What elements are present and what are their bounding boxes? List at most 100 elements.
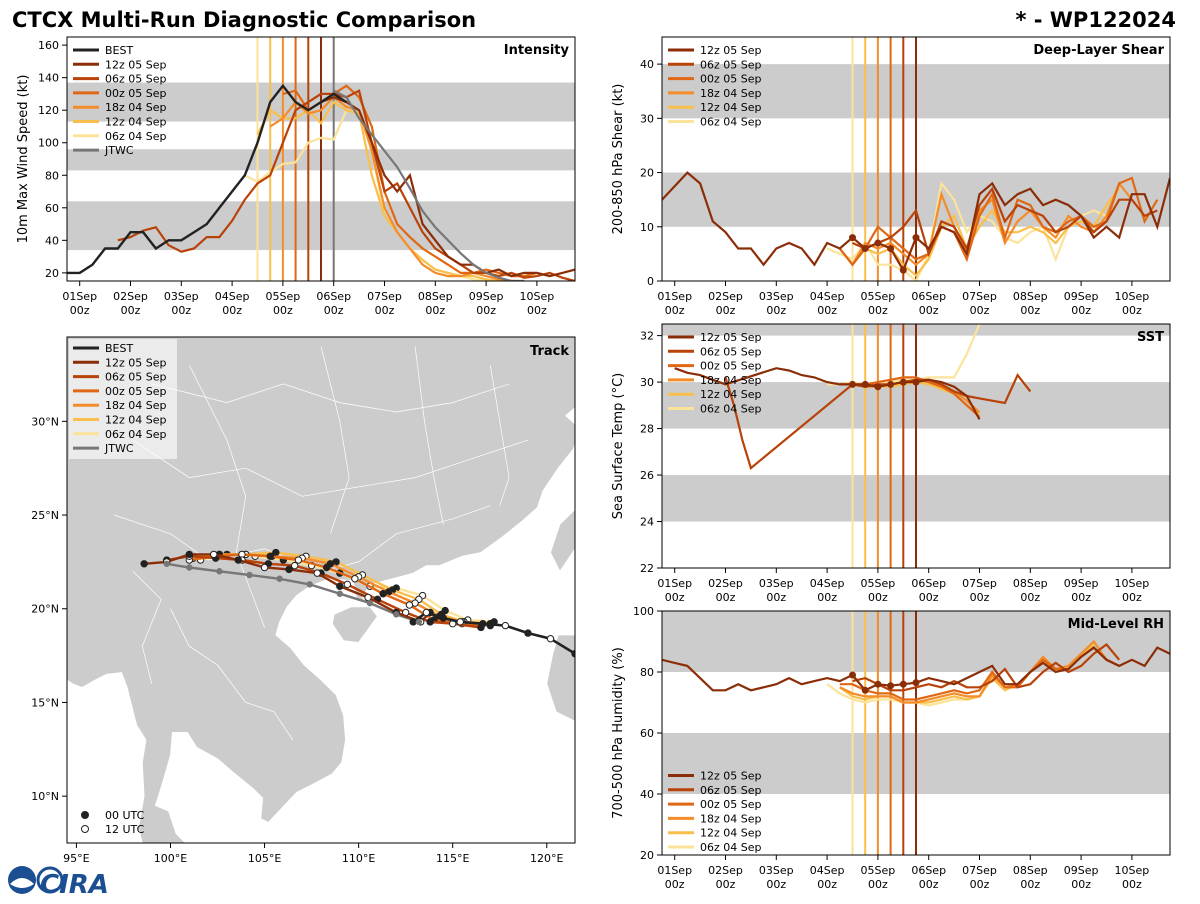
boundary-line bbox=[170, 608, 294, 741]
panel-title: Intensity bbox=[504, 43, 570, 58]
x-tick-sublabel: 00z bbox=[1020, 591, 1040, 604]
x-tick-label: 07Sep bbox=[367, 290, 402, 303]
x-tick-sublabel: 00z bbox=[1020, 304, 1040, 317]
marker-legend-symbol bbox=[81, 811, 89, 819]
track-panel: 95°E 100°E 105°E 110°E 115°E 120°E 10°N 15°N 20°… bbox=[31, 336, 576, 865]
init-dot bbox=[849, 380, 856, 388]
legend-label: 06z 04 Sep bbox=[105, 428, 167, 441]
x-tick-sublabel: 00z bbox=[273, 304, 293, 317]
x-tick-sublabel: 00z bbox=[476, 304, 496, 317]
legend-label: 12z 05 Sep bbox=[105, 356, 167, 369]
y-tick-label: 60 bbox=[45, 202, 59, 215]
y-tick-label: 22 bbox=[640, 562, 654, 575]
legend-label: 18z 04 Sep bbox=[105, 399, 167, 412]
boundary-line bbox=[489, 365, 510, 506]
x-tick-sublabel: 00z bbox=[868, 591, 888, 604]
x-tick-label: 09Sep bbox=[1064, 864, 1099, 877]
legend-label: 00z 05 Sep bbox=[105, 385, 167, 398]
legend-label: 00z 05 Sep bbox=[700, 360, 762, 373]
x-tick-sublabel: 00z bbox=[970, 878, 990, 891]
best-track-marker bbox=[422, 608, 431, 617]
x-tick-label: 05Sep bbox=[861, 290, 896, 303]
y-tick-label: 100 bbox=[633, 605, 654, 618]
jtwc-marker bbox=[336, 590, 344, 597]
jtwc-marker bbox=[415, 618, 423, 626]
x-tick-label: 01Sep bbox=[62, 290, 97, 303]
boundary-line bbox=[132, 439, 529, 497]
track-marker bbox=[294, 556, 303, 564]
x-tick-sublabel: 00z bbox=[919, 304, 939, 317]
x-tick-sublabel: 00z bbox=[1122, 304, 1142, 317]
x-tick-sublabel: 00z bbox=[919, 591, 939, 604]
x-tick-sublabel: 00z bbox=[716, 591, 736, 604]
x-tick-label: 08Sep bbox=[1013, 290, 1048, 303]
legend-label: 00z 05 Sep bbox=[700, 798, 762, 811]
y-tick-label: 32 bbox=[640, 330, 654, 343]
x-tick-sublabel: 00z bbox=[665, 591, 685, 604]
forecast-track bbox=[189, 553, 491, 627]
taiwan-island bbox=[550, 508, 575, 573]
x-tick-label: 09Sep bbox=[1064, 577, 1099, 590]
x-tick-sublabel: 00z bbox=[1122, 878, 1142, 891]
cira-logo: CIRA bbox=[8, 866, 109, 900]
x-tick-sublabel: 00z bbox=[665, 304, 685, 317]
x-tick-label: 05Sep bbox=[266, 290, 301, 303]
x-tick-label: 02Sep bbox=[113, 290, 148, 303]
legend-label: 18z 04 Sep bbox=[700, 374, 762, 387]
panel-title: Deep-Layer Shear bbox=[1033, 43, 1164, 58]
x-tick-label: 02Sep bbox=[708, 290, 743, 303]
x-tick-label: 120°E bbox=[530, 852, 563, 865]
y-tick-label: 40 bbox=[640, 58, 654, 71]
y-tick-label: 10 bbox=[640, 221, 654, 234]
axes-frame bbox=[661, 36, 1171, 282]
init-dot bbox=[861, 380, 869, 388]
boundary-line bbox=[320, 346, 350, 534]
x-tick-label: 06Sep bbox=[911, 864, 946, 877]
x-tick-label: 01Sep bbox=[657, 577, 692, 590]
x-tick-label: 09Sep bbox=[1064, 290, 1099, 303]
legend-label: 12z 04 Sep bbox=[105, 414, 167, 427]
legend-label: 18z 04 Sep bbox=[105, 101, 167, 114]
y-tick-label: 160 bbox=[38, 39, 59, 52]
track-marker bbox=[426, 618, 434, 626]
y-tick-label: 40 bbox=[45, 234, 59, 247]
legend-label: 06z 05 Sep bbox=[700, 58, 762, 71]
figure-title: CTCX Multi-Run Diagnostic Comparison bbox=[12, 8, 476, 32]
legend-label: 12z 05 Sep bbox=[700, 44, 762, 57]
plot-area bbox=[662, 611, 1170, 855]
x-tick-label: 115°E bbox=[436, 852, 469, 865]
x-tick-label: 04Sep bbox=[810, 864, 845, 877]
noaa-bird-icon bbox=[10, 878, 34, 888]
axes-frame bbox=[66, 36, 576, 282]
y-tick-label: 60 bbox=[640, 727, 654, 740]
land-mass bbox=[67, 337, 575, 843]
x-tick-label: 04Sep bbox=[810, 577, 845, 590]
track-marker bbox=[364, 593, 372, 602]
legend-label: BEST bbox=[105, 342, 133, 355]
best-track-marker bbox=[501, 621, 510, 630]
x-tick-label: 07Sep bbox=[962, 290, 997, 303]
x-tick-sublabel: 00z bbox=[1071, 304, 1091, 317]
legend-label: 06z 05 Sep bbox=[105, 371, 167, 384]
jtwc-track bbox=[166, 562, 420, 624]
track-marker bbox=[140, 560, 148, 568]
track-marker bbox=[185, 550, 193, 559]
legend-label: 06z 05 Sep bbox=[105, 73, 167, 86]
rh-panel: 2040608010001Sep00z02Sep00z03Sep00z04Sep… bbox=[611, 605, 1171, 891]
x-tick-label: 01Sep bbox=[657, 290, 692, 303]
x-tick-label: 06Sep bbox=[911, 577, 946, 590]
best-track-marker bbox=[456, 618, 464, 626]
x-tick-label: 07Sep bbox=[962, 577, 997, 590]
luzon-island bbox=[546, 634, 575, 722]
y-axis-label: Sea Surface Temp (°C) bbox=[611, 373, 626, 520]
sst-panel: 22242628303201Sep00z02Sep00z03Sep00z04Se… bbox=[611, 323, 1171, 604]
jtwc-line bbox=[333, 89, 525, 281]
axes-frame bbox=[66, 336, 576, 844]
y-tick-label: 100 bbox=[38, 137, 59, 150]
series-line bbox=[269, 95, 525, 281]
boundary-line bbox=[151, 383, 510, 413]
track-marker bbox=[322, 563, 331, 572]
x-tick-label: 07Sep bbox=[962, 864, 997, 877]
hainan-island bbox=[331, 606, 378, 643]
